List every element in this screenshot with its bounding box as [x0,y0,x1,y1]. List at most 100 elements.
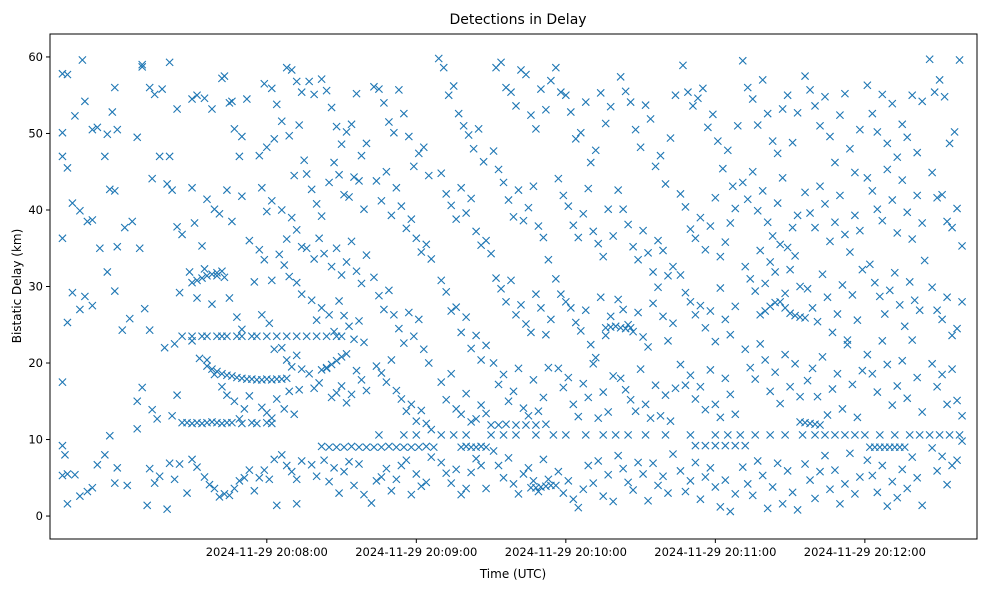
data-point [384,118,393,126]
data-point [646,414,655,423]
data-point [210,370,219,379]
data-point [641,400,650,409]
data-point [178,230,187,239]
data-point [225,491,234,500]
data-point [681,487,690,496]
data-point [347,237,356,246]
y-axis-ticks: 0 10 20 30 40 50 60 [28,50,50,523]
data-point [474,124,483,133]
data-point [95,244,104,253]
data-point [302,332,311,341]
data-point [322,364,331,373]
data-point [825,485,834,494]
data-point [207,300,216,309]
data-point [312,199,321,208]
data-point [783,466,792,475]
data-point [751,375,760,384]
data-point [646,114,655,123]
data-point [614,295,623,304]
data-point [803,284,812,293]
data-point [419,143,428,152]
data-point [716,252,725,261]
data-point [833,369,842,378]
data-point [372,176,381,185]
data-point [878,216,887,225]
data-point [551,63,560,72]
data-point [773,199,782,208]
data-point [422,478,431,487]
data-point [93,460,102,469]
data-point [664,336,672,345]
data-point [399,339,408,348]
data-point [649,267,658,276]
data-point [212,271,221,280]
data-point [509,479,518,488]
data-point [726,390,735,399]
data-point [920,256,929,265]
data-point [639,469,648,478]
data-point [686,371,695,380]
data-point [898,465,907,474]
data-point [860,430,869,439]
data-point [325,477,334,486]
data-point [801,313,810,322]
data-point [599,492,608,501]
data-point [539,233,548,242]
data-point [439,63,448,72]
data-point [290,410,299,419]
data-point [275,250,284,259]
data-point [487,249,496,258]
data-point [412,234,421,243]
data-point [825,237,834,246]
data-point [188,455,197,464]
data-point [823,293,832,302]
data-point [399,430,408,439]
data-point [629,327,638,336]
data-point [693,94,702,103]
data-point [828,328,837,337]
data-point [482,443,491,452]
data-point [818,270,827,279]
data-point [958,241,967,250]
data-point [816,467,824,476]
data-point [536,85,545,94]
data-point [292,475,301,484]
data-point [721,476,730,485]
data-point [611,322,620,331]
data-point [893,153,902,162]
data-point [210,484,219,493]
data-point [644,248,653,257]
data-point [332,356,341,365]
data-point [287,467,296,476]
data-point [287,362,296,371]
data-point [958,297,967,306]
data-point [63,499,72,508]
data-point [686,476,695,485]
data-point [576,326,585,335]
data-point [634,255,643,264]
data-point [781,350,790,359]
data-point [195,354,204,363]
data-point [260,466,269,475]
data-point [287,65,296,74]
data-point [664,489,672,498]
data-point [203,332,211,341]
data-point [738,56,747,65]
data-point [225,293,234,302]
data-point [534,487,543,496]
data-point [521,70,530,79]
data-point [352,89,361,98]
data-point [606,102,615,111]
data-point [639,226,648,235]
data-point [564,476,573,485]
data-point [442,189,451,198]
data-point [424,359,433,368]
data-point [88,301,97,310]
data-point [282,461,291,470]
data-point [369,273,378,282]
data-point [337,332,346,341]
data-point [512,430,520,439]
data-point [599,430,608,439]
data-point [337,140,346,149]
data-point [873,205,882,214]
